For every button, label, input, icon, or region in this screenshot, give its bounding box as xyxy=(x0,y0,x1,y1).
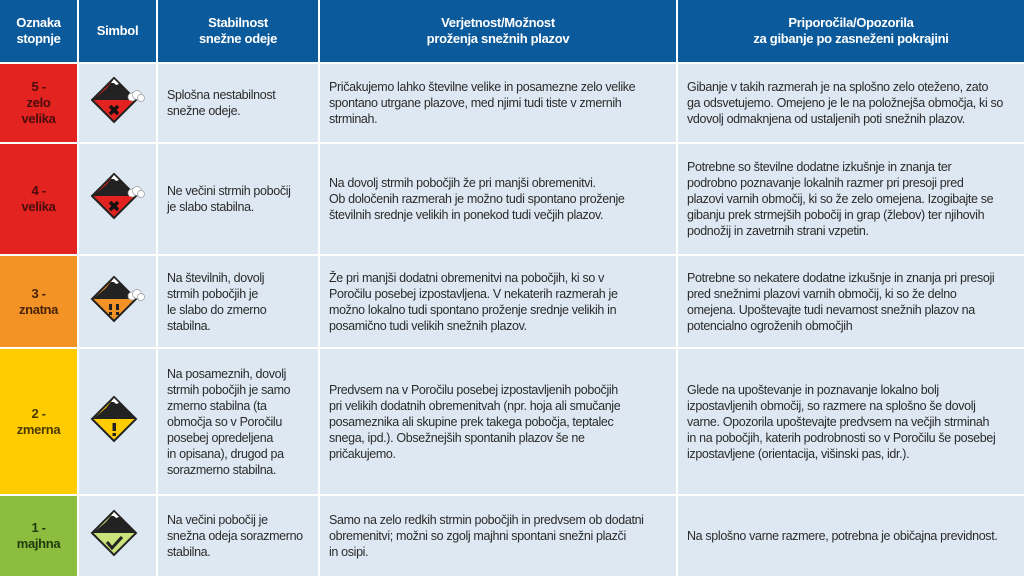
stability-text: Na večini pobočij je snežna odeja sorazm… xyxy=(167,513,303,559)
symbol-cell xyxy=(79,256,156,347)
probability-cell: Na dovolj strmih pobočjih že pri manjši … xyxy=(320,144,676,254)
header-probability: Verjetnost/Možnost proženja snežnih plaz… xyxy=(320,0,676,62)
header-recommendation: Priporočila/Opozorila za gibanje po zasn… xyxy=(678,0,1024,62)
header-probability-text: Verjetnost/Možnost proženja snežnih plaz… xyxy=(426,15,570,46)
recommendation-text: Na splošno varne razmere, potrebna je ob… xyxy=(687,529,998,543)
symbol-cell xyxy=(79,144,156,254)
stability-text: Ne večini strmih pobočij je slabo stabil… xyxy=(167,184,291,214)
level-text: 1 - majhna xyxy=(16,520,61,551)
stability-cell: Ne večini strmih pobočij je slabo stabil… xyxy=(158,144,318,254)
level-text: 3 - znatna xyxy=(18,285,59,317)
header-level-text: Oznaka stopnje xyxy=(16,15,61,46)
probability-cell: Pričakujemo lahko številne velike in pos… xyxy=(320,64,676,142)
probability-text: Samo na zelo redkih strmin pobočjih in p… xyxy=(329,513,644,559)
stability-text: Na številnih, dovolj strmih pobočjih je … xyxy=(167,270,267,333)
probability-cell: Samo na zelo redkih strmin pobočjih in p… xyxy=(320,496,676,576)
level-label: 2 - zmerna xyxy=(0,349,77,494)
recommendation-cell: Na splošno varne razmere, potrebna je ob… xyxy=(678,496,1024,576)
stability-cell: Na posameznih, dovolj strmih pobočjih je… xyxy=(158,349,318,494)
header-stability: Stabilnost snežne odeje xyxy=(158,0,318,62)
stability-cell: Na številnih, dovolj strmih pobočjih je … xyxy=(158,256,318,347)
recommendation-text: Glede na upoštevanje in poznavanje lokal… xyxy=(687,382,996,461)
recommendation-cell: Gibanje v takih razmerah je na splošno z… xyxy=(678,64,1024,142)
recommendation-cell: Potrebne so nekatere dodatne izkušnje in… xyxy=(678,256,1024,347)
recommendation-text: Potrebne so nekatere dodatne izkušnje in… xyxy=(687,270,995,333)
symbol-cell xyxy=(79,496,156,576)
danger-level-row-1: 1 - majhna Na večini pobočij je snežna o… xyxy=(0,496,1024,576)
danger-level-row-5: 5 - zelo velika Splošna nestabilnost sne… xyxy=(0,64,1024,142)
probability-cell: Že pri manjši dodatni obremenitvi na pob… xyxy=(320,256,676,347)
avalanche-danger-5-icon xyxy=(90,76,146,130)
avalanche-danger-4-icon xyxy=(90,172,146,226)
danger-level-row-2: 2 - zmerna Na posameznih, dovolj strmih … xyxy=(0,349,1024,494)
recommendation-cell: Potrebne so številne dodatne izkušnje in… xyxy=(678,144,1024,254)
probability-text: Na dovolj strmih pobočjih že pri manjši … xyxy=(329,176,625,222)
level-label: 5 - zelo velika xyxy=(0,64,77,142)
stability-text: Splošna nestabilnost snežne odeje. xyxy=(167,88,276,118)
recommendation-text: Gibanje v takih razmerah je na splošno z… xyxy=(687,80,1004,126)
avalanche-danger-2-icon xyxy=(90,395,146,449)
header-stability-text: Stabilnost snežne odeje xyxy=(198,15,278,46)
avalanche-danger-3-icon xyxy=(90,275,146,329)
level-label: 1 - majhna xyxy=(0,496,77,576)
level-text: 5 - zelo velika xyxy=(21,79,56,126)
header-level: Oznaka stopnje xyxy=(0,0,77,62)
danger-level-row-4: 4 - velika Ne večini strmih pobočij je s… xyxy=(0,144,1024,254)
stability-cell: Na večini pobočij je snežna odeja sorazm… xyxy=(158,496,318,576)
probability-text: Pričakujemo lahko številne velike in pos… xyxy=(329,80,636,126)
recommendation-text: Potrebne so številne dodatne izkušnje in… xyxy=(687,160,994,238)
level-text: 4 - velika xyxy=(21,183,56,214)
symbol-cell xyxy=(79,349,156,494)
danger-level-row-3: 3 - znatna Na številnih, dovolj strmih p… xyxy=(0,256,1024,347)
level-text: 2 - zmerna xyxy=(16,405,61,437)
symbol-cell xyxy=(79,64,156,142)
probability-text: Predvsem na v Poročilu posebej izpostavl… xyxy=(329,382,621,461)
header-symbol: Simbol xyxy=(79,0,156,62)
stability-text: Na posameznih, dovolj strmih pobočjih je… xyxy=(167,366,291,477)
avalanche-danger-1-icon xyxy=(90,509,146,563)
header-row: Oznaka stopnje Simbol Stabilnost snežne … xyxy=(0,0,1024,62)
probability-text: Že pri manjši dodatni obremenitvi na pob… xyxy=(329,270,618,333)
level-label: 4 - velika xyxy=(0,144,77,254)
probability-cell: Predvsem na v Poročilu posebej izpostavl… xyxy=(320,349,676,494)
level-label: 3 - znatna xyxy=(0,256,77,347)
header-symbol-text: Simbol xyxy=(96,23,139,38)
recommendation-cell: Glede na upoštevanje in poznavanje lokal… xyxy=(678,349,1024,494)
header-recommendation-text: Priporočila/Opozorila za gibanje po zasn… xyxy=(753,15,949,46)
stability-cell: Splošna nestabilnost snežne odeje. xyxy=(158,64,318,142)
